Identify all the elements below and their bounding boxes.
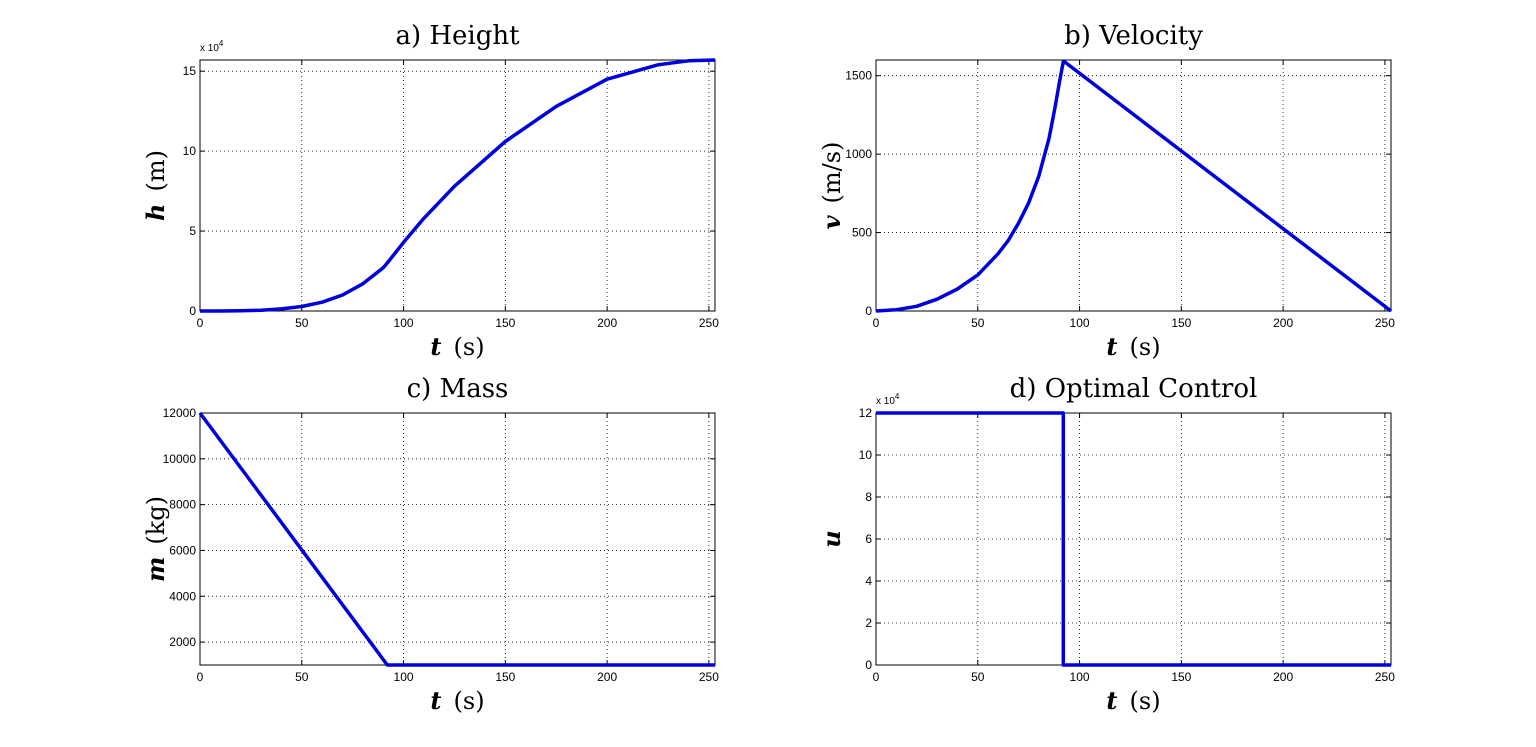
panel-mass: 0 50 100 150 200 250 2000 4000 6000 8000 10000 1200… <box>141 374 719 715</box>
x-axis-label: t (s) <box>1106 686 1160 715</box>
x-tick-label: 50 <box>971 316 985 330</box>
x-tick-label: 150 <box>495 316 515 330</box>
x-tick-label: 50 <box>295 670 309 684</box>
x-tick-label: 50 <box>971 670 985 684</box>
y-tick-label: 15 <box>183 64 197 78</box>
y-tick-label: 10000 <box>163 452 197 466</box>
x-axis-label: t (s) <box>430 686 484 715</box>
y-axis-label: u <box>817 530 846 547</box>
x-tick-label: 100 <box>1070 670 1090 684</box>
x-tick-label: 150 <box>1171 670 1191 684</box>
y-tick-label: 0 <box>865 304 872 318</box>
x-tick-label: 250 <box>1375 670 1395 684</box>
x-tick-label: 0 <box>873 670 880 684</box>
y-axis-label: v (m/s) <box>817 142 846 230</box>
axes-box <box>199 412 716 666</box>
x-tick-label: 250 <box>1375 316 1395 330</box>
x-tick-label: 100 <box>1070 316 1090 330</box>
y-tick-label: 0 <box>189 304 196 318</box>
y-tick-label: 6000 <box>169 543 196 557</box>
series-line <box>200 58 716 313</box>
y-tick-label: 8000 <box>169 498 196 512</box>
axes-box <box>875 412 1392 666</box>
y-axis-label: m (kg) <box>141 496 170 582</box>
series-line <box>875 59 1393 313</box>
y-tick-label: 10 <box>183 144 197 158</box>
panel-title: a) Height <box>395 21 520 51</box>
axes-box <box>875 59 1392 312</box>
y-tick-label: 2 <box>865 616 872 630</box>
y-tick-label: 10 <box>859 448 873 462</box>
x-tick-label: 250 <box>699 670 719 684</box>
panel-height: 0 50 100 150 200 250 0 5 10 15x 104 a) Height t (s)… <box>141 21 719 361</box>
x-tick-label: 200 <box>1273 670 1293 684</box>
x-tick-label: 150 <box>495 670 515 684</box>
y-tick-label: 12000 <box>163 406 197 420</box>
x-tick-label: 100 <box>394 670 414 684</box>
x-tick-label: 100 <box>394 316 414 330</box>
y-tick-label: 12 <box>859 406 873 420</box>
y-tick-label: 1000 <box>845 147 872 161</box>
panel-title: d) Optimal Control <box>1010 374 1258 404</box>
x-tick-label: 50 <box>295 316 309 330</box>
y-tick-label: 1500 <box>845 69 872 83</box>
x-tick-label: 200 <box>1273 316 1293 330</box>
x-axis-label: t (s) <box>430 332 484 361</box>
x-tick-label: 250 <box>699 316 719 330</box>
y-tick-label: 4000 <box>169 589 196 603</box>
y-tick-label: 500 <box>852 226 872 240</box>
x-tick-label: 0 <box>197 670 204 684</box>
x-tick-label: 0 <box>197 316 204 330</box>
panel-title: b) Velocity <box>1064 21 1203 51</box>
panel-control: 0 50 100 150 200 250 0 2 4 6 8 10 12x 104 d) Optimal … <box>817 374 1395 715</box>
panel-title: c) Mass <box>407 374 509 404</box>
y-tick-label: 5 <box>189 224 196 238</box>
y-axis-label: h (m) <box>141 150 170 221</box>
y-tick-label: 2000 <box>169 635 196 649</box>
y-exponent-label: x 104 <box>200 39 224 54</box>
series-line <box>198 411 715 667</box>
x-tick-label: 200 <box>597 670 617 684</box>
y-tick-label: 8 <box>865 490 872 504</box>
x-axis-label: t (s) <box>1106 332 1160 361</box>
panel-velocity: 0 50 100 150 200 250 0 500 1000 1500 b) Velocity t … <box>817 21 1395 361</box>
series-line <box>876 411 1391 667</box>
x-tick-label: 0 <box>873 316 880 330</box>
x-tick-label: 150 <box>1171 316 1191 330</box>
y-exponent-label: x 104 <box>876 392 900 407</box>
y-tick-label: 0 <box>865 658 872 672</box>
x-tick-label: 200 <box>597 316 617 330</box>
y-tick-label: 4 <box>865 574 872 588</box>
y-tick-label: 6 <box>865 532 872 546</box>
